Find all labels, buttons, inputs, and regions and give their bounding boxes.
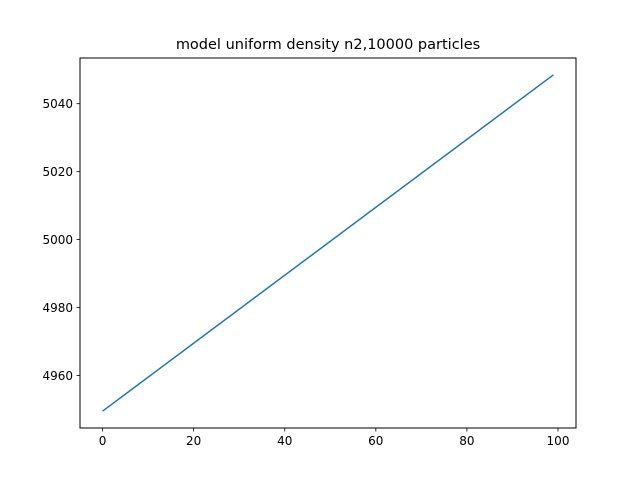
y-tick-label-3: 5020 (42, 165, 73, 179)
x-tick-label-4: 80 (459, 434, 474, 448)
y-tick-label-1: 4980 (42, 301, 73, 315)
x-tick-label-5: 100 (547, 434, 570, 448)
x-tick-label-3: 60 (368, 434, 383, 448)
series-line-0 (102, 74, 554, 412)
chart-title: model uniform density n2,10000 particles (176, 37, 480, 53)
plot-area (102, 74, 554, 412)
x-axis: 0 20 40 60 80 100 (99, 428, 570, 448)
y-axis: 4960 4980 5000 5020 5040 (42, 97, 80, 383)
y-tick-label-2: 5000 (42, 233, 73, 247)
y-tick-label-0: 4960 (42, 369, 73, 383)
x-tick-label-1: 20 (186, 434, 201, 448)
x-tick-label-0: 0 (99, 434, 107, 448)
x-tick-label-2: 40 (277, 434, 292, 448)
y-tick-label-4: 5040 (42, 97, 73, 111)
axes-frame (79, 57, 577, 429)
